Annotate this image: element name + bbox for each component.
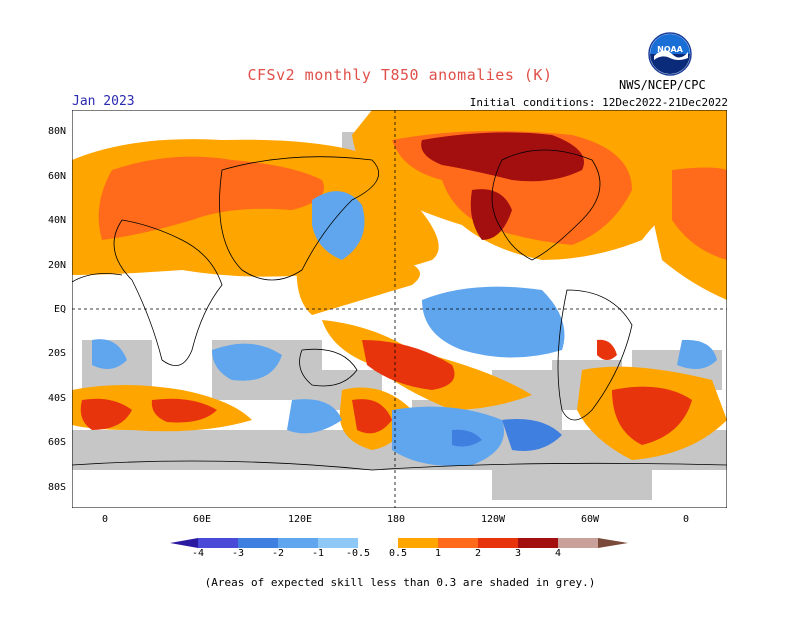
lat-label-40s: 40S — [47, 393, 66, 404]
lon-label-60w: 60W — [580, 514, 600, 525]
initial-conditions: Initial conditions: 12Dec2022-21Dec2022 — [469, 96, 728, 109]
colorbar-label-pos2: 2 — [474, 548, 482, 559]
lon-label-120w: 120W — [480, 514, 506, 525]
warm-anomalies — [72, 110, 727, 460]
colorbar-swatch-neg3 — [238, 538, 278, 548]
colorbar-swatch-neg4 — [198, 538, 238, 548]
colorbar-label-pos4: 4 — [554, 548, 562, 559]
lon-label-60e: 60E — [192, 514, 212, 525]
lat-label-20s: 20S — [47, 348, 66, 359]
colorbar — [170, 538, 628, 548]
lon-label-120e: 120E — [287, 514, 313, 525]
colorbar-label-neg1: -1 — [311, 548, 325, 559]
lon-label-180: 180 — [386, 514, 406, 525]
colorbar-label-pos3: 3 — [514, 548, 522, 559]
colorbar-label-pos05: 0.5 — [388, 548, 408, 559]
colorbar-arrow-right — [598, 538, 628, 548]
lon-label-0: 0 — [101, 514, 109, 525]
map-title: CFSv2 monthly T850 anomalies (K) — [247, 66, 553, 84]
lat-label-80n: 80N — [47, 126, 66, 137]
colorbar-swatch-pos3 — [518, 538, 558, 548]
colorbar-swatch-neg1 — [318, 538, 358, 548]
colorbar-swatch-pos05 — [398, 538, 438, 548]
colorbar-swatch-pos4 — [558, 538, 598, 548]
colorbar-swatch-pos1 — [438, 538, 478, 548]
cold-anomalies — [92, 191, 717, 466]
coastlines — [72, 149, 727, 471]
colorbar-arrow-left — [170, 538, 198, 548]
lat-label-eq: EQ — [53, 304, 66, 315]
colorbar-label-neg05: -0.5 — [345, 548, 371, 559]
lat-label-40n: 40N — [47, 215, 66, 226]
noaa-logo-text: NOAA — [657, 45, 683, 54]
lon-label-0-east: 0 — [682, 514, 690, 525]
lat-label-60n: 60N — [47, 171, 66, 182]
anomaly-map — [72, 110, 727, 508]
footnote: (Areas of expected skill less than 0.3 a… — [204, 576, 596, 589]
colorbar-label-pos1: 1 — [434, 548, 442, 559]
lat-label-20n: 20N — [47, 260, 66, 271]
colorbar-label-neg2: -2 — [271, 548, 285, 559]
colorbar-label-neg4: -4 — [191, 548, 205, 559]
colorbar-swatch-pos2 — [478, 538, 518, 548]
colorbar-swatch-neg2 — [278, 538, 318, 548]
noaa-logo: NOAA — [648, 32, 692, 76]
lat-label-60s: 60S — [47, 437, 66, 448]
agency-label: NWS/NCEP/CPC — [619, 78, 706, 92]
lat-label-80s: 80S — [47, 482, 66, 493]
colorbar-label-neg3: -3 — [231, 548, 245, 559]
colorbar-swatch-neutral — [358, 538, 398, 548]
forecast-month: Jan 2023 — [72, 94, 135, 109]
